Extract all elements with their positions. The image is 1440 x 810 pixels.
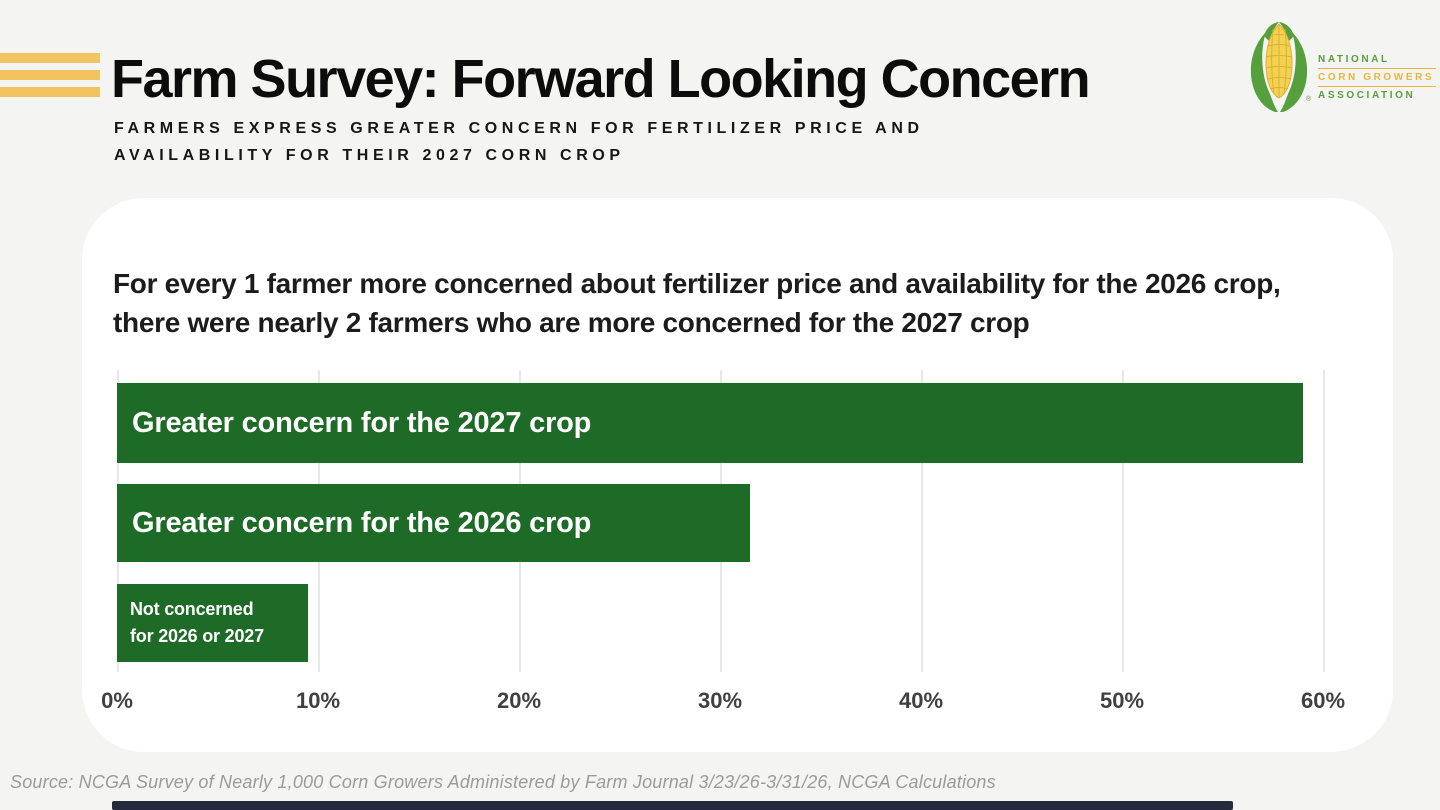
x-axis-tick-label: 10% — [295, 688, 341, 713]
ncga-logo: ® NATIONAL CORN GROWERS ASSOCIATION — [1248, 20, 1436, 120]
x-axis-tick-label: 60% — [1300, 688, 1346, 713]
accent-stripe — [0, 70, 100, 80]
bar: Greater concern for the 2026 crop — [117, 484, 751, 562]
gridline — [1323, 370, 1325, 672]
logo-line-association: ASSOCIATION — [1318, 90, 1416, 101]
subtitle-line-1: FARMERS EXPRESS GREATER CONCERN FOR FERT… — [114, 120, 924, 137]
logo-rule — [1318, 68, 1436, 69]
bar-label: Not concerned for 2026 or 2027 — [117, 596, 264, 650]
x-axis-tick-label: 20% — [496, 688, 542, 713]
gridline — [1122, 370, 1124, 672]
bar-label: Greater concern for the 2027 crop — [117, 406, 592, 439]
accent-stripe — [0, 53, 100, 63]
x-axis-tick-label: 40% — [898, 688, 944, 713]
bar-label-line: Not concerned — [130, 599, 254, 619]
ncga-logo-text: NATIONAL CORN GROWERS ASSOCIATION — [1318, 54, 1436, 101]
logo-line-national: NATIONAL — [1318, 54, 1390, 65]
page-subtitle: FARMERS EXPRESS GREATER CONCERN FOR FERT… — [114, 115, 924, 169]
logo-line-corn-growers: CORN GROWERS — [1318, 72, 1435, 83]
x-axis-tick-label: 30% — [697, 688, 743, 713]
subtitle-line-2: AVAILABILITY FOR THEIR 2027 CORN CROP — [114, 147, 625, 164]
chart-card: For every 1 farmer more concerned about … — [82, 198, 1393, 752]
insight-line-2: there were nearly 2 farmers who are more… — [113, 307, 1030, 338]
page-title: Farm Survey: Forward Looking Concern — [111, 49, 1091, 109]
footer-bar — [112, 801, 1233, 810]
bar: Greater concern for the 2027 crop — [117, 383, 1303, 463]
accent-stripe — [0, 87, 100, 97]
gridline — [921, 370, 923, 672]
insight-text: For every 1 farmer more concerned about … — [113, 264, 1281, 342]
bar-label: Greater concern for the 2026 crop — [117, 506, 592, 539]
bar-label-line: Greater concern for the 2026 crop — [132, 506, 592, 539]
x-axis: 0% 10% 20% 30% 40% 50% 60% — [101, 688, 1372, 718]
logo-rule — [1318, 86, 1436, 87]
x-axis-tick-label: 50% — [1099, 688, 1145, 713]
plot-area: Greater concern for the 2027 crop Greater… — [117, 370, 1372, 672]
registered-trademark: ® — [1306, 96, 1312, 103]
bar-label-line: for 2026 or 2027 — [130, 626, 264, 646]
corn-cob-icon — [1250, 22, 1308, 112]
x-axis-tick-label: 0% — [101, 688, 133, 713]
insight-line-1: For every 1 farmer more concerned about … — [113, 268, 1281, 299]
source-text: Source: NCGA Survey of Nearly 1,000 Corn… — [10, 772, 996, 792]
bar: Not concerned for 2026 or 2027 — [117, 584, 308, 662]
accent-stripes-icon — [0, 53, 100, 97]
bar-label-line: Greater concern for the 2027 crop — [132, 406, 592, 439]
